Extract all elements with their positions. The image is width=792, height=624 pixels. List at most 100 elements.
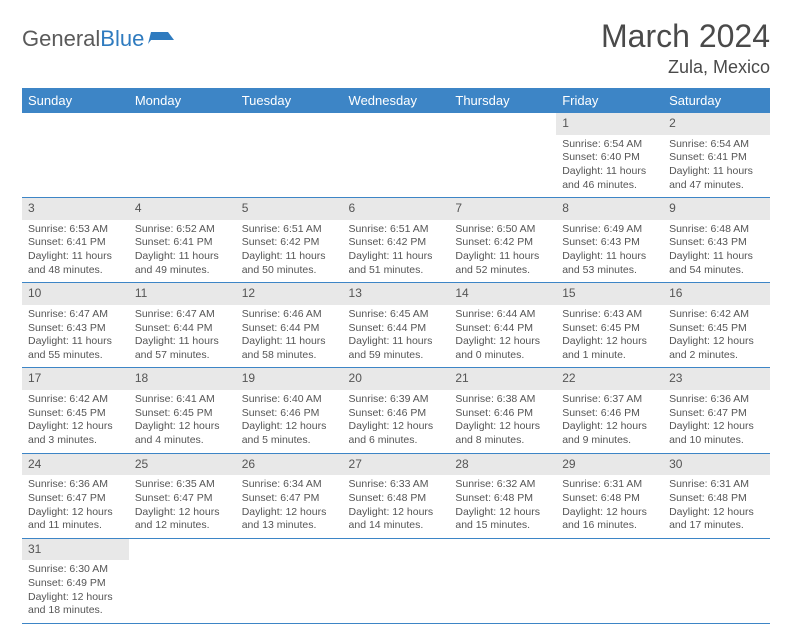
day-content-cell: Sunrise: 6:48 AMSunset: 6:43 PMDaylight:…	[663, 220, 770, 283]
day-number-row: 3456789	[22, 198, 770, 220]
sunset-line: Sunset: 6:41 PM	[669, 151, 764, 165]
day-number-cell: 3	[22, 198, 129, 220]
day-content-cell: Sunrise: 6:42 AMSunset: 6:45 PMDaylight:…	[663, 305, 770, 368]
daylight-line: Daylight: 11 hours and 53 minutes.	[562, 250, 657, 277]
sunrise-line: Sunrise: 6:43 AM	[562, 308, 657, 322]
sunset-line: Sunset: 6:40 PM	[562, 151, 657, 165]
sunset-line: Sunset: 6:46 PM	[455, 407, 550, 421]
sunset-line: Sunset: 6:42 PM	[455, 236, 550, 250]
day-number-cell	[22, 113, 129, 135]
sunrise-line: Sunrise: 6:34 AM	[242, 478, 337, 492]
sunset-line: Sunset: 6:45 PM	[28, 407, 123, 421]
location-label: Zula, Mexico	[601, 57, 770, 78]
day-content-cell: Sunrise: 6:35 AMSunset: 6:47 PMDaylight:…	[129, 475, 236, 538]
sunrise-line: Sunrise: 6:51 AM	[242, 223, 337, 237]
daylight-line: Daylight: 11 hours and 57 minutes.	[135, 335, 230, 362]
day-content-cell: Sunrise: 6:44 AMSunset: 6:44 PMDaylight:…	[449, 305, 556, 368]
weekday-header: Friday	[556, 88, 663, 113]
day-number-cell: 17	[22, 368, 129, 390]
daylight-line: Daylight: 12 hours and 18 minutes.	[28, 591, 123, 618]
weekday-header: Saturday	[663, 88, 770, 113]
sunset-line: Sunset: 6:44 PM	[455, 322, 550, 336]
sunrise-line: Sunrise: 6:42 AM	[669, 308, 764, 322]
day-number-cell: 4	[129, 198, 236, 220]
day-content-cell: Sunrise: 6:45 AMSunset: 6:44 PMDaylight:…	[343, 305, 450, 368]
day-content-cell	[22, 135, 129, 198]
day-content-cell: Sunrise: 6:47 AMSunset: 6:43 PMDaylight:…	[22, 305, 129, 368]
sunrise-line: Sunrise: 6:54 AM	[669, 138, 764, 152]
sunrise-line: Sunrise: 6:30 AM	[28, 563, 123, 577]
day-content-row: Sunrise: 6:30 AMSunset: 6:49 PMDaylight:…	[22, 560, 770, 623]
day-content-cell	[129, 560, 236, 623]
logo-flag-icon	[148, 26, 174, 52]
day-content-cell: Sunrise: 6:43 AMSunset: 6:45 PMDaylight:…	[556, 305, 663, 368]
day-number-row: 24252627282930	[22, 453, 770, 475]
sunrise-line: Sunrise: 6:39 AM	[349, 393, 444, 407]
day-content-row: Sunrise: 6:53 AMSunset: 6:41 PMDaylight:…	[22, 220, 770, 283]
daylight-line: Daylight: 11 hours and 58 minutes.	[242, 335, 337, 362]
day-content-cell	[449, 560, 556, 623]
sunrise-line: Sunrise: 6:50 AM	[455, 223, 550, 237]
day-content-cell	[663, 560, 770, 623]
day-number-cell: 22	[556, 368, 663, 390]
sunset-line: Sunset: 6:47 PM	[669, 407, 764, 421]
sunrise-line: Sunrise: 6:53 AM	[28, 223, 123, 237]
sunrise-line: Sunrise: 6:49 AM	[562, 223, 657, 237]
sunrise-line: Sunrise: 6:47 AM	[28, 308, 123, 322]
day-content-cell: Sunrise: 6:37 AMSunset: 6:46 PMDaylight:…	[556, 390, 663, 453]
weekday-header: Sunday	[22, 88, 129, 113]
sunrise-line: Sunrise: 6:38 AM	[455, 393, 550, 407]
day-number-row: 31	[22, 538, 770, 560]
day-content-cell	[236, 135, 343, 198]
sunset-line: Sunset: 6:44 PM	[349, 322, 444, 336]
day-content-cell: Sunrise: 6:32 AMSunset: 6:48 PMDaylight:…	[449, 475, 556, 538]
weekday-header-row: SundayMondayTuesdayWednesdayThursdayFrid…	[22, 88, 770, 113]
day-content-cell: Sunrise: 6:47 AMSunset: 6:44 PMDaylight:…	[129, 305, 236, 368]
day-content-cell: Sunrise: 6:52 AMSunset: 6:41 PMDaylight:…	[129, 220, 236, 283]
daylight-line: Daylight: 11 hours and 49 minutes.	[135, 250, 230, 277]
sunrise-line: Sunrise: 6:31 AM	[669, 478, 764, 492]
day-content-cell: Sunrise: 6:34 AMSunset: 6:47 PMDaylight:…	[236, 475, 343, 538]
daylight-line: Daylight: 12 hours and 2 minutes.	[669, 335, 764, 362]
sunset-line: Sunset: 6:46 PM	[562, 407, 657, 421]
day-number-cell: 26	[236, 453, 343, 475]
sunset-line: Sunset: 6:45 PM	[135, 407, 230, 421]
sunset-line: Sunset: 6:45 PM	[669, 322, 764, 336]
sunset-line: Sunset: 6:47 PM	[135, 492, 230, 506]
day-number-cell: 8	[556, 198, 663, 220]
sunset-line: Sunset: 6:43 PM	[28, 322, 123, 336]
day-number-cell: 5	[236, 198, 343, 220]
day-number-cell	[449, 113, 556, 135]
sunrise-line: Sunrise: 6:46 AM	[242, 308, 337, 322]
sunrise-line: Sunrise: 6:32 AM	[455, 478, 550, 492]
daylight-line: Daylight: 11 hours and 48 minutes.	[28, 250, 123, 277]
weekday-header: Thursday	[449, 88, 556, 113]
day-number-row: 17181920212223	[22, 368, 770, 390]
sunrise-line: Sunrise: 6:33 AM	[349, 478, 444, 492]
calendar-table: SundayMondayTuesdayWednesdayThursdayFrid…	[22, 88, 770, 624]
day-number-cell: 28	[449, 453, 556, 475]
day-content-cell: Sunrise: 6:42 AMSunset: 6:45 PMDaylight:…	[22, 390, 129, 453]
day-content-cell: Sunrise: 6:30 AMSunset: 6:49 PMDaylight:…	[22, 560, 129, 623]
day-content-cell	[343, 560, 450, 623]
sunset-line: Sunset: 6:45 PM	[562, 322, 657, 336]
day-content-cell	[129, 135, 236, 198]
day-content-cell	[343, 135, 450, 198]
day-content-cell: Sunrise: 6:51 AMSunset: 6:42 PMDaylight:…	[343, 220, 450, 283]
daylight-line: Daylight: 12 hours and 6 minutes.	[349, 420, 444, 447]
header: GeneralBlue March 2024 Zula, Mexico	[22, 18, 770, 78]
day-content-cell: Sunrise: 6:50 AMSunset: 6:42 PMDaylight:…	[449, 220, 556, 283]
day-number-cell: 16	[663, 283, 770, 305]
daylight-line: Daylight: 12 hours and 1 minute.	[562, 335, 657, 362]
day-content-row: Sunrise: 6:47 AMSunset: 6:43 PMDaylight:…	[22, 305, 770, 368]
sunset-line: Sunset: 6:46 PM	[242, 407, 337, 421]
sunset-line: Sunset: 6:42 PM	[349, 236, 444, 250]
sunset-line: Sunset: 6:47 PM	[28, 492, 123, 506]
daylight-line: Daylight: 11 hours and 54 minutes.	[669, 250, 764, 277]
daylight-line: Daylight: 11 hours and 55 minutes.	[28, 335, 123, 362]
sunset-line: Sunset: 6:41 PM	[28, 236, 123, 250]
logo-text-blue: Blue	[100, 26, 144, 52]
sunrise-line: Sunrise: 6:40 AM	[242, 393, 337, 407]
daylight-line: Daylight: 11 hours and 50 minutes.	[242, 250, 337, 277]
sunset-line: Sunset: 6:43 PM	[669, 236, 764, 250]
